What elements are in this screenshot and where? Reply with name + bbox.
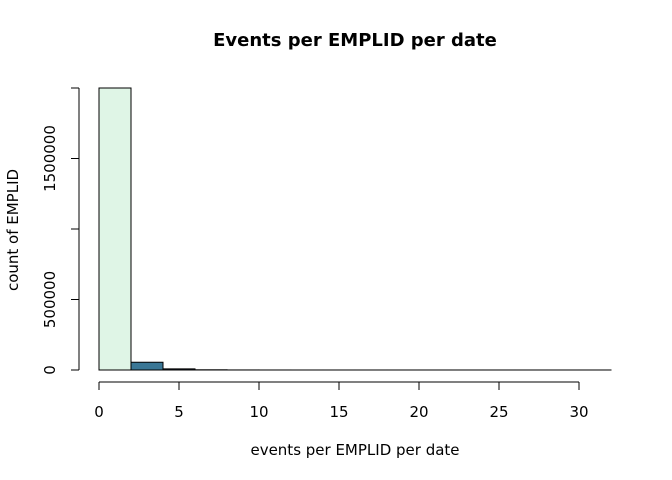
bars-group	[98, 87, 612, 371]
x-tick-label-1: 5	[174, 403, 184, 421]
x-tick-label-3: 15	[329, 403, 348, 421]
x-tick-label-2: 10	[249, 403, 268, 421]
x-tick-label-0: 0	[94, 403, 104, 421]
histogram-bar-1	[130, 361, 164, 371]
y-axis-label: count of EMPLID	[4, 169, 22, 291]
x-tick-label-5: 25	[489, 403, 508, 421]
chart-title: Events per EMPLID per date	[213, 30, 497, 51]
x-axis: 0 5 10 15 20 25 30	[94, 381, 589, 421]
x-tick-label-4: 20	[409, 403, 428, 421]
y-tick-label-3: 1500000	[41, 125, 59, 192]
y-tick-label-1: 500000	[41, 271, 59, 328]
histogram-bar-2	[162, 368, 196, 371]
histogram-bar-0	[98, 87, 132, 371]
y-axis: 0 500000 1500000	[41, 87, 80, 375]
y-tick-label-0: 0	[41, 365, 59, 375]
x-axis-label: events per EMPLID per date	[250, 441, 459, 459]
x-tick-label-6: 30	[569, 403, 588, 421]
